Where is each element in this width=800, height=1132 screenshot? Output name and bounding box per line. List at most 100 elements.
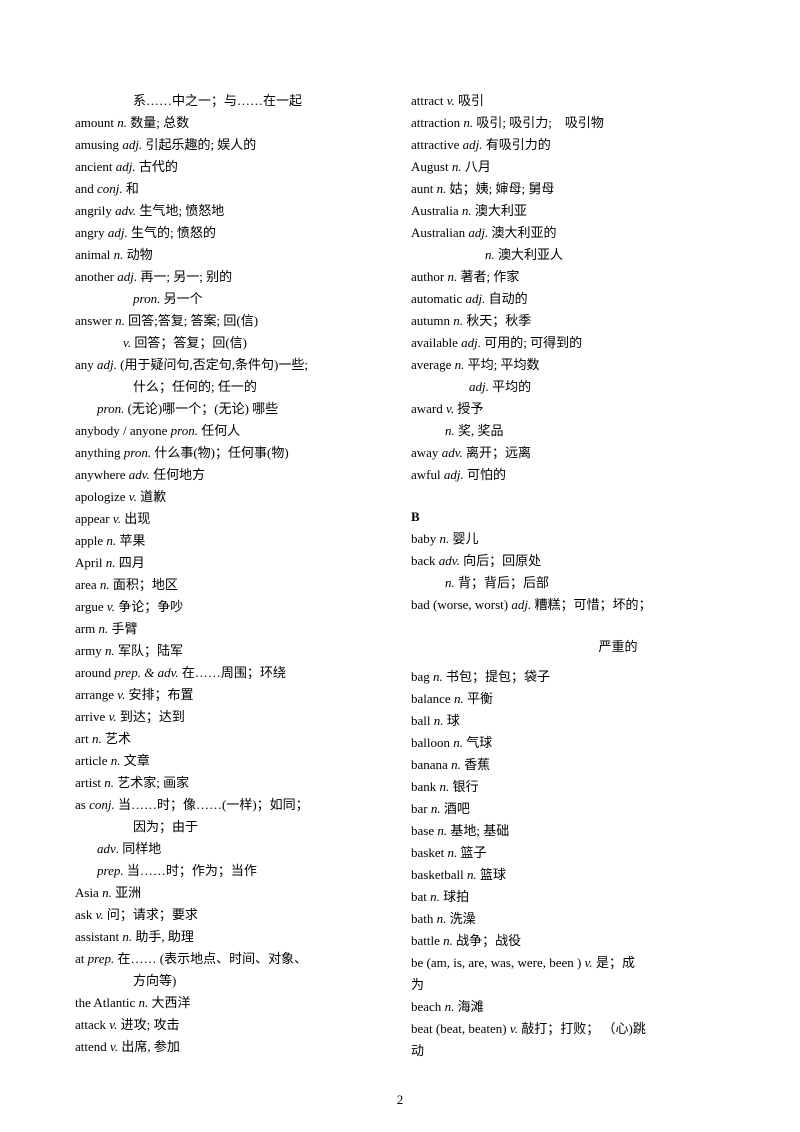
dictionary-entry: area n. 面积；地区 xyxy=(75,574,389,596)
definition: 军队；陆军 xyxy=(118,643,183,658)
definition: 在……周围；环绕 xyxy=(182,665,286,680)
definition: 道歉 xyxy=(140,489,166,504)
dictionary-entry: basket n. 篮子 xyxy=(411,842,725,864)
dictionary-entry: away adv. 离开；远离 xyxy=(411,442,725,464)
dictionary-entry: as conj. 当……时；像……(一样)；如同； xyxy=(75,794,389,816)
part-of-speech: adj. xyxy=(463,137,483,152)
definition: 同样地 xyxy=(122,841,161,856)
dictionary-entry: bat n. 球拍 xyxy=(411,886,725,908)
dictionary-entry: awful adj. 可怕的 xyxy=(411,464,725,486)
part-of-speech: n. xyxy=(455,357,465,372)
dictionary-entry: 动 xyxy=(411,1040,725,1062)
definition: 澳大利亚 xyxy=(475,203,527,218)
part-of-speech: adj. xyxy=(122,137,142,152)
definition: 香蕉 xyxy=(464,757,490,772)
dictionary-entry: another adj. 再一; 另一; 别的 xyxy=(75,266,389,288)
headword: battle xyxy=(411,933,440,948)
part-of-speech: n. xyxy=(443,933,453,948)
definition: 大西洋 xyxy=(152,995,191,1010)
definition: 生气的; 愤怒的 xyxy=(131,225,216,240)
dictionary-entry: attract v. 吸引 xyxy=(411,90,725,112)
headword: bag xyxy=(411,669,430,684)
headword: area xyxy=(75,577,97,592)
dictionary-entry: bar n. 酒吧 xyxy=(411,798,725,820)
headword: at xyxy=(75,951,84,966)
dictionary-entry: Australian adj. 澳大利亚的 xyxy=(411,222,725,244)
headword: army xyxy=(75,643,102,658)
definition: 平均; 平均数 xyxy=(468,357,540,372)
part-of-speech: n. xyxy=(445,423,455,438)
part-of-speech: n. xyxy=(98,621,108,636)
dictionary-entry: attractive adj. 有吸引力的 xyxy=(411,134,725,156)
part-of-speech: prep. & adv. xyxy=(114,665,178,680)
dictionary-entry: ball n. 球 xyxy=(411,710,725,732)
definition: (无论)哪一个；(无论) 哪些 xyxy=(128,401,279,416)
dictionary-entry: autumn n. 秋天；秋季 xyxy=(411,310,725,332)
headword: aunt xyxy=(411,181,433,196)
dictionary-entry: answer n. 回答;答复; 答案; 回(信) xyxy=(75,310,389,332)
part-of-speech: n. xyxy=(447,845,457,860)
part-of-speech: n. xyxy=(115,313,125,328)
dictionary-columns: 系……中之一；与……在一起amount n. 数量; 总数amusing adj… xyxy=(75,90,725,1062)
dictionary-entry: basketball n. 篮球 xyxy=(411,864,725,886)
dictionary-entry: v. 回答；答复；回(信) xyxy=(75,332,389,354)
headword: away xyxy=(411,445,438,460)
part-of-speech: v. xyxy=(109,709,117,724)
part-of-speech: n. xyxy=(454,691,464,706)
definition: 球 xyxy=(447,713,460,728)
part-of-speech: n. xyxy=(106,533,116,548)
headword: August xyxy=(411,159,449,174)
dictionary-entry: back adv. 向后；回原处 xyxy=(411,550,725,572)
headword: attack xyxy=(75,1017,106,1032)
part-of-speech: n. xyxy=(122,929,132,944)
headword: balloon xyxy=(411,735,450,750)
definition: 回答；答复；回(信) xyxy=(134,335,247,350)
definition: 婴儿 xyxy=(453,531,479,546)
part-of-speech: n. xyxy=(440,779,450,794)
part-of-speech: n. xyxy=(106,555,116,570)
part-of-speech: n. xyxy=(467,867,477,882)
definition: 手臂 xyxy=(111,621,137,636)
part-of-speech: n. xyxy=(437,911,447,926)
part-of-speech: n. xyxy=(114,247,124,262)
part-of-speech: n. xyxy=(431,801,441,816)
dictionary-entry: balloon n. 气球 xyxy=(411,732,725,754)
headword: average xyxy=(411,357,455,372)
definition: 任何地方 xyxy=(153,467,205,482)
headword: arrive xyxy=(75,709,105,724)
headword: and xyxy=(75,181,94,196)
dictionary-entry: beach n. 海滩 xyxy=(411,996,725,1018)
dictionary-entry: art n. 艺术 xyxy=(75,728,389,750)
dictionary-entry: battle n. 战争；战役 xyxy=(411,930,725,952)
definition: 有吸引力的 xyxy=(486,137,551,152)
dictionary-entry: automatic adj. 自动的 xyxy=(411,288,725,310)
dictionary-entry: article n. 文章 xyxy=(75,750,389,772)
dictionary-entry: arm n. 手臂 xyxy=(75,618,389,640)
part-of-speech: n. xyxy=(139,995,149,1010)
part-of-speech: adv. xyxy=(129,467,150,482)
part-of-speech: adj. xyxy=(461,335,481,350)
definition: 八月 xyxy=(465,159,491,174)
headword: arrange xyxy=(75,687,114,702)
definition: 奖, 奖品 xyxy=(458,423,504,438)
part-of-speech: n. xyxy=(92,731,102,746)
part-of-speech: n. xyxy=(433,669,443,684)
definition: 姑；姨; 婶母; 舅母 xyxy=(450,181,555,196)
definition: 吸引 xyxy=(458,93,484,108)
headword: bath xyxy=(411,911,433,926)
definition: 问；请求；要求 xyxy=(107,907,198,922)
part-of-speech: adv. xyxy=(439,553,460,568)
part-of-speech: adj. xyxy=(97,357,117,372)
part-of-speech: n. xyxy=(437,181,447,196)
definition: 澳大利亚人 xyxy=(498,247,563,262)
part-of-speech: v. xyxy=(446,401,454,416)
dictionary-entry: any adj. (用于疑问句,否定句,条件句)一些; xyxy=(75,354,389,376)
part-of-speech: prep. xyxy=(88,951,115,966)
part-of-speech: n. xyxy=(453,313,463,328)
part-of-speech: n. xyxy=(440,531,450,546)
part-of-speech: n. xyxy=(434,713,444,728)
definition: 著者; 作家 xyxy=(460,269,519,284)
dictionary-entry: anything pron. 什么事(物)；任何事(物) xyxy=(75,442,389,464)
headword: anywhere xyxy=(75,467,126,482)
definition: 面积；地区 xyxy=(113,577,178,592)
